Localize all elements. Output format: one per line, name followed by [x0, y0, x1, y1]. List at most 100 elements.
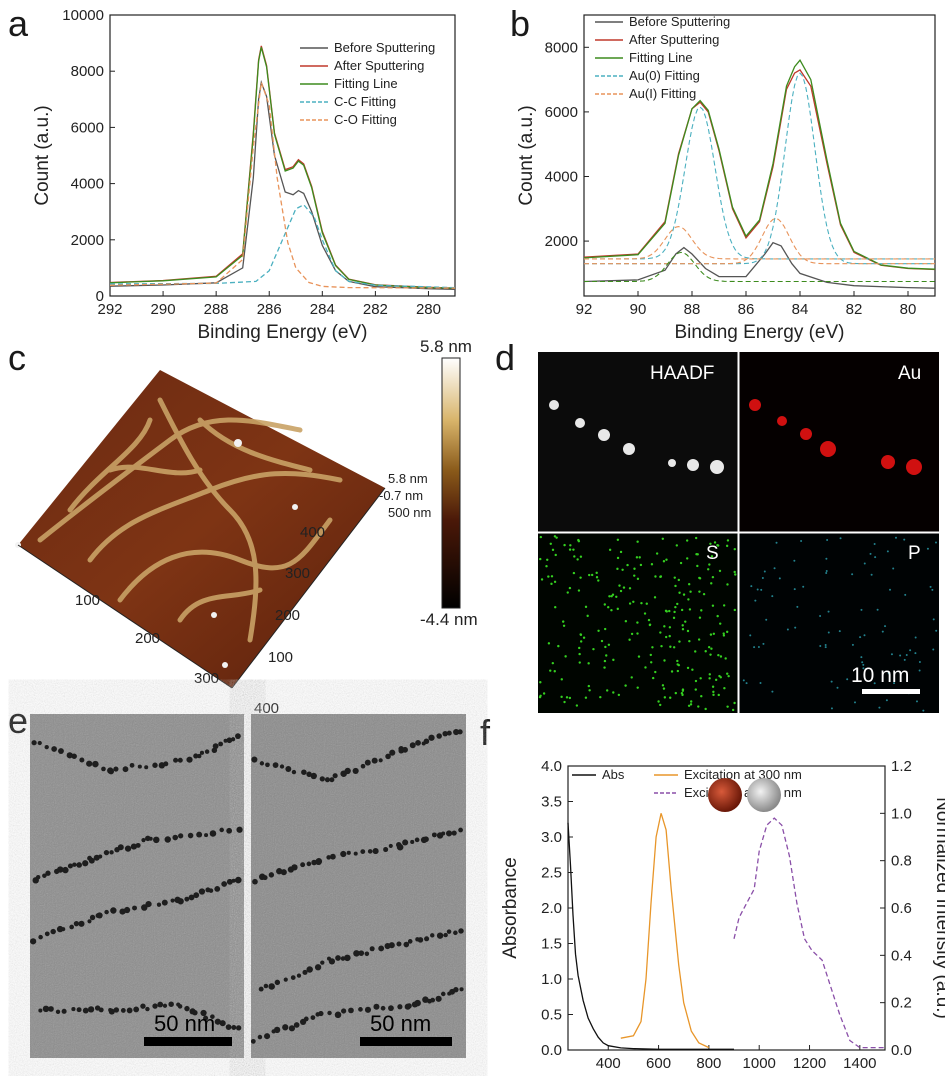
tem-particle [378, 758, 383, 763]
tem-particle [326, 855, 331, 860]
s-signal-dot [649, 653, 652, 657]
tem-particle [173, 757, 179, 763]
tem-particle [101, 766, 106, 772]
tem-particle [414, 837, 420, 843]
s-signal-dot [711, 575, 715, 579]
afm-x-tick-label: 400 [254, 700, 279, 717]
tem-scale-label-left: 50 nm [154, 1011, 215, 1036]
tem-particle [340, 850, 347, 858]
tem-particle [30, 938, 37, 945]
s-signal-dot [702, 592, 706, 596]
s-signal-dot [689, 700, 693, 703]
p-signal-dot [862, 663, 865, 666]
tem-particle [310, 772, 317, 780]
tem-particle [152, 1003, 158, 1009]
tem-particle [96, 912, 103, 919]
s-signal-dot [577, 589, 581, 592]
s-signal-dot [677, 578, 681, 582]
tem-particle [204, 833, 209, 838]
x-tick-label: 600 [646, 1055, 671, 1072]
s-signal-dot [605, 689, 609, 692]
p-signal-dot [742, 679, 745, 682]
s-signal-dot [686, 629, 690, 633]
s-signal-dot [643, 612, 647, 615]
s-signal-dot [689, 590, 692, 593]
tem-particle [88, 857, 95, 864]
tem-particle [55, 1009, 61, 1014]
s-signal-dot [624, 684, 627, 687]
s-signal-dot [566, 591, 569, 594]
s-signal-dot [550, 582, 553, 586]
p-signal-dot [762, 642, 765, 645]
y-tick-label: 0 [96, 288, 104, 305]
s-signal-dot [600, 639, 604, 643]
s-signal-dot [712, 632, 716, 635]
tem-particle [371, 757, 378, 764]
tem-particle [430, 933, 435, 938]
y-tick-label: 3.5 [541, 794, 562, 811]
tem-particle [303, 1016, 309, 1022]
tem-particle [186, 756, 193, 763]
tem-particle [410, 839, 415, 844]
s-signal-dot [607, 643, 611, 646]
x-tick-label: 90 [630, 301, 647, 318]
y-tick-label: 6000 [71, 119, 104, 136]
p-signal-dot [771, 690, 774, 693]
afm-fibers [37, 397, 343, 643]
s-signal-dot [708, 673, 711, 676]
s-signal-dot [694, 679, 698, 683]
s-signal-dot [636, 577, 640, 581]
s-signal-dot [539, 681, 542, 684]
s-signal-dot [716, 544, 719, 547]
s-signal-dot [565, 696, 569, 699]
au-map [739, 352, 939, 532]
y-right-tick-label: 1.2 [891, 758, 912, 775]
s-signal-dot [669, 696, 672, 699]
s-signal-dot [727, 674, 730, 678]
tem-particle [453, 728, 460, 736]
tem-particle [87, 1006, 95, 1013]
p-signal-dot [869, 552, 872, 555]
s-signal-dot [710, 555, 714, 558]
s-signal-dot [650, 563, 654, 566]
plot-frame [109, 14, 456, 297]
x-tick-label: 82 [846, 301, 863, 318]
p-signal-dot [827, 610, 830, 613]
tem-particle [38, 1008, 43, 1013]
tem-particle [203, 1015, 209, 1021]
tem-particle [423, 738, 430, 745]
s-signal-dot [674, 584, 677, 588]
p-signal-dot [827, 631, 830, 634]
tem-particle [306, 966, 313, 973]
tem-particle [445, 830, 453, 837]
tem-particle [109, 850, 114, 855]
y-axis-label: Count (a.u.) [516, 105, 537, 205]
tem-particle [130, 843, 137, 850]
x-tick-label: 284 [310, 301, 335, 318]
s-signal-dot [696, 564, 699, 568]
s-signal-dot [576, 558, 579, 561]
s-signal-dot [664, 635, 668, 639]
p-signal-dot [903, 538, 906, 541]
s-signal-dot [707, 645, 711, 649]
tem-particle [231, 737, 236, 742]
y-right-tick-label: 0.4 [891, 947, 912, 964]
s-signal-dot [676, 663, 679, 666]
tem-particle [73, 920, 80, 927]
tem-particle [44, 744, 49, 750]
s-signal-dot [659, 575, 663, 578]
s-signal-dot [672, 646, 676, 649]
s-signal [538, 535, 737, 712]
s-signal-dot [698, 616, 702, 619]
tem-particle [251, 756, 258, 763]
s-signal-dot [719, 622, 722, 625]
tem-particle [378, 945, 385, 952]
s-signal-dot [582, 636, 586, 639]
s-signal-dot [675, 544, 679, 547]
p-signal-dot [839, 537, 842, 540]
s-signal-dot [553, 670, 556, 673]
x-tick-label: 800 [696, 1055, 721, 1072]
tem-particle [226, 878, 233, 885]
s-signal-dot [624, 620, 628, 623]
s-signal-dot [673, 576, 676, 579]
